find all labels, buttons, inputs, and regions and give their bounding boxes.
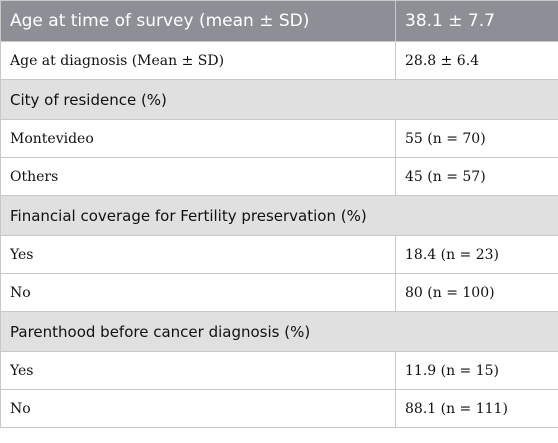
row-label: Age at diagnosis (Mean ± SD) [0,41,396,80]
row-label: No [0,273,396,312]
table-header-row: Age at time of survey (mean ± SD) 38.1 ±… [0,0,558,42]
row-label: Yes [0,235,396,274]
row-value: 28.8 ± 6.4 [395,41,558,80]
section-label: Parenthood before cancer diagnosis (%) [0,311,558,352]
row-label: No [0,389,396,428]
row-value: 88.1 (n = 111) [395,389,558,428]
table-row: Others 45 (n = 57) [0,157,558,196]
table-row: Montevideo 55 (n = 70) [0,119,558,158]
table-row: Age at diagnosis (Mean ± SD) 28.8 ± 6.4 [0,41,558,80]
table-row: No 88.1 (n = 111) [0,389,558,428]
section-row: City of residence (%) [0,79,558,120]
section-label: Financial coverage for Fertility preserv… [0,195,558,236]
row-value: 45 (n = 57) [395,157,558,196]
row-value: 11.9 (n = 15) [395,351,558,390]
section-row: Parenthood before cancer diagnosis (%) [0,311,558,352]
row-label: Montevideo [0,119,396,158]
table-row: No 80 (n = 100) [0,273,558,312]
header-value-cell: 38.1 ± 7.7 [395,0,558,42]
row-label: Yes [0,351,396,390]
table-row: Yes 18.4 (n = 23) [0,235,558,274]
row-value: 18.4 (n = 23) [395,235,558,274]
section-row: Financial coverage for Fertility preserv… [0,195,558,236]
section-label: City of residence (%) [0,79,558,120]
row-value: 80 (n = 100) [395,273,558,312]
row-value: 55 (n = 70) [395,119,558,158]
characteristics-table: Age at time of survey (mean ± SD) 38.1 ±… [0,0,558,428]
row-label: Others [0,157,396,196]
table-row: Yes 11.9 (n = 15) [0,351,558,390]
header-label-cell: Age at time of survey (mean ± SD) [0,0,396,42]
